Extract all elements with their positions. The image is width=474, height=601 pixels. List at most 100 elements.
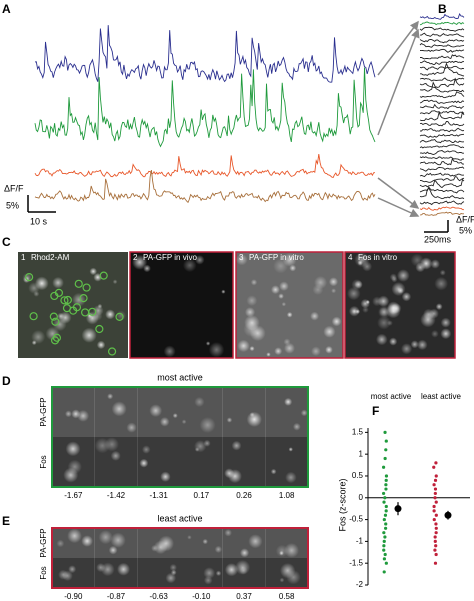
- cell: [300, 409, 308, 417]
- roi: [107, 347, 117, 356]
- cell: [170, 569, 177, 576]
- cell: [279, 281, 289, 291]
- cell: [110, 532, 126, 548]
- roi: [51, 317, 60, 326]
- image: [94, 558, 138, 588]
- cell: [31, 340, 37, 346]
- arrow: [377, 20, 419, 76]
- cell: [141, 445, 151, 454]
- value-label: 0.17: [194, 491, 210, 500]
- value-label: -1.42: [107, 491, 126, 500]
- trace: [419, 211, 464, 216]
- cell: [97, 303, 103, 309]
- trace: [34, 170, 376, 204]
- cell: [165, 572, 177, 584]
- cell: [248, 534, 263, 549]
- trace: [419, 26, 465, 32]
- cell: [331, 288, 337, 294]
- cell: [391, 282, 406, 297]
- point: [384, 561, 388, 565]
- cell: [199, 417, 216, 433]
- cell: [270, 468, 277, 475]
- roi: [95, 324, 104, 334]
- roi: [62, 304, 72, 313]
- cell: [187, 535, 192, 540]
- cell: [81, 535, 93, 547]
- roi: [115, 312, 124, 321]
- cell: [401, 292, 412, 302]
- cell: [151, 544, 158, 552]
- cell: [126, 422, 137, 433]
- image: [52, 558, 95, 588]
- image-label: Rhod2-AM: [31, 253, 70, 262]
- cell: [208, 342, 225, 358]
- y-tick-label: -1.5: [349, 558, 363, 567]
- trace: [419, 133, 465, 138]
- y-tick-label: -2: [356, 580, 364, 589]
- point: [384, 509, 388, 513]
- trace: [419, 156, 465, 161]
- cell: [439, 269, 446, 276]
- roi: [50, 291, 59, 301]
- trace: [419, 21, 465, 26]
- trace: [419, 77, 465, 88]
- cell: [62, 570, 73, 582]
- point: [384, 504, 388, 509]
- trace: [419, 200, 465, 206]
- panel-letter: A: [2, 2, 11, 16]
- cell: [325, 345, 333, 354]
- cell: [224, 468, 235, 479]
- panel-letter: E: [2, 514, 10, 528]
- cell: [375, 333, 388, 346]
- cell: [111, 401, 127, 417]
- roi: [52, 333, 62, 342]
- cell: [224, 529, 232, 537]
- point: [384, 439, 388, 443]
- point: [381, 491, 386, 496]
- cell: [410, 340, 419, 349]
- value-label: 0.37: [236, 592, 252, 601]
- scale-value: 5%: [6, 200, 19, 210]
- panel-title: least active: [157, 513, 202, 523]
- cell: [221, 289, 226, 294]
- trace: [419, 43, 465, 48]
- roi: [60, 296, 69, 305]
- point: [432, 504, 436, 509]
- cell: [96, 340, 106, 350]
- cell: [52, 317, 67, 332]
- image-label: PA-GFP in vivo: [143, 253, 197, 262]
- image-grid: PA-GFP Fos -0.90 -0.87 -0.63 -0.10 0.37 0.58: [39, 527, 309, 601]
- cell: [205, 341, 211, 346]
- panel-letter: D: [2, 374, 11, 388]
- arrow: [377, 197, 420, 218]
- value-label: 1.08: [279, 491, 295, 500]
- trace: [419, 32, 465, 38]
- cell: [282, 252, 297, 267]
- point: [434, 500, 438, 504]
- cell: [389, 273, 398, 281]
- image-grid: PA-GFP Fos -1.67 -1.42 -1.31 0.17 0.26 1.08: [39, 386, 309, 500]
- scale-value: 5%: [459, 225, 472, 235]
- cell: [159, 416, 170, 427]
- cell: [285, 471, 297, 484]
- point: [433, 535, 437, 539]
- trace: [419, 48, 465, 53]
- cell: [236, 253, 248, 266]
- trace: [419, 110, 465, 122]
- cell: [286, 311, 293, 318]
- cell: [281, 302, 287, 307]
- roi: [74, 279, 83, 288]
- cell: [139, 458, 149, 468]
- trace: [419, 172, 465, 178]
- arrow: [377, 177, 420, 209]
- point: [433, 539, 437, 543]
- roi: [49, 312, 58, 321]
- roi: [79, 294, 88, 303]
- cell: [89, 267, 98, 276]
- cell: [153, 540, 168, 555]
- point: [384, 448, 388, 452]
- cell: [108, 545, 118, 555]
- image-label: Fos in vitro: [358, 253, 398, 262]
- y-tick-label: 1.5: [352, 427, 364, 436]
- scale-label: ΔF/F: [4, 183, 24, 193]
